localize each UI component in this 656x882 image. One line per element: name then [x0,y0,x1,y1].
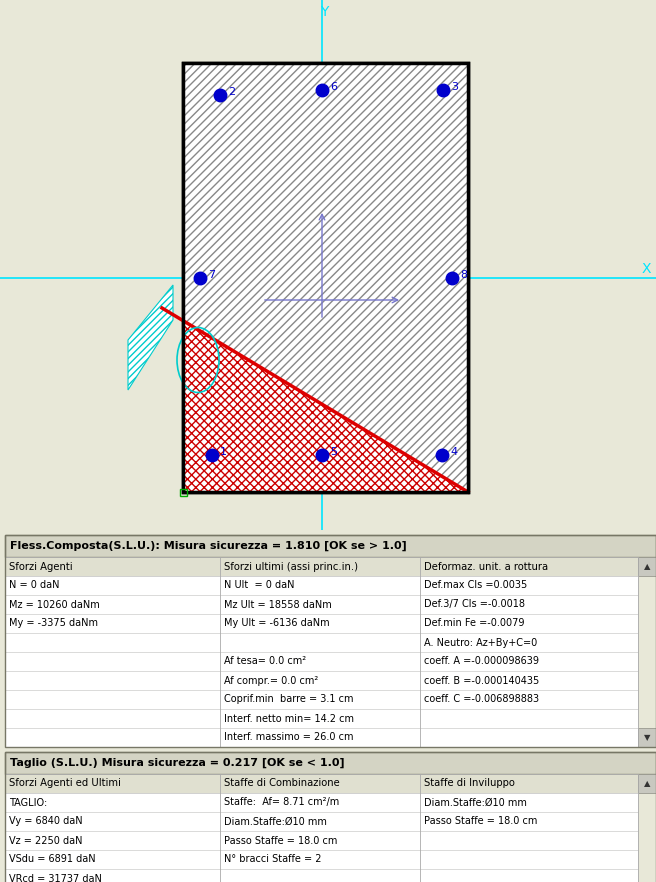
Text: 1: 1 [220,447,227,457]
Text: B: B [327,292,334,302]
Text: Mz = 10260 daNm: Mz = 10260 daNm [9,600,100,609]
Text: y: y [325,195,332,205]
Text: 3: 3 [451,82,458,92]
Polygon shape [183,63,468,492]
Bar [5,850,638,869]
Text: Sforzi Agenti ed Ultimi: Sforzi Agenti ed Ultimi [9,779,121,789]
Text: Staffe di Inviluppo: Staffe di Inviluppo [424,779,515,789]
Text: 2: 2 [228,87,235,97]
Text: coeff. A =-0.000098639: coeff. A =-0.000098639 [424,656,539,667]
Text: N = 0 daN: N = 0 daN [9,580,60,591]
Bar [5,576,638,595]
Bar [183,63,468,492]
Text: 5: 5 [330,447,337,457]
Text: A. Neutro: Az+By+C=0: A. Neutro: Az+By+C=0 [424,638,537,647]
Text: Coprif.min  barre = 3.1 cm: Coprif.min barre = 3.1 cm [224,694,354,705]
Polygon shape [128,285,173,390]
Text: 4: 4 [450,447,457,457]
Bar [5,690,638,709]
Text: N° bracci Staffe = 2: N° bracci Staffe = 2 [224,855,321,864]
Text: 6: 6 [330,82,337,92]
Text: 7: 7 [208,270,215,280]
Text: Interf. massimo = 26.0 cm: Interf. massimo = 26.0 cm [224,732,354,743]
Text: N Ult  = 0 daN: N Ult = 0 daN [224,580,295,591]
Text: Passo Staffe = 18.0 cm: Passo Staffe = 18.0 cm [424,817,537,826]
Text: Y: Y [320,5,328,19]
Text: Vy = 6840 daN: Vy = 6840 daN [9,817,83,826]
Text: coeff. B =-0.000140435: coeff. B =-0.000140435 [424,676,539,685]
Bar [5,774,638,793]
Bar [5,831,638,850]
Text: My = -3375 daNm: My = -3375 daNm [9,618,98,629]
Text: z: z [405,295,411,305]
Text: Fless.Composta(S.L.U.): Misura sicurezza = 1.810 [OK se > 1.0]: Fless.Composta(S.L.U.): Misura sicurezza… [10,541,407,551]
Bar [5,728,638,747]
Text: Af tesa= 0.0 cm²: Af tesa= 0.0 cm² [224,656,306,667]
Text: Sforzi ultimi (assi princ.in.): Sforzi ultimi (assi princ.in.) [224,562,358,572]
Bar [5,652,638,671]
Text: Def.min Fe =-0.0079: Def.min Fe =-0.0079 [424,618,525,629]
Text: Diam.Staffe:Ø10 mm: Diam.Staffe:Ø10 mm [424,797,527,808]
Bar [5,557,638,576]
Bar [180,489,187,496]
Bar [5,535,656,747]
Text: Interf. netto min= 14.2 cm: Interf. netto min= 14.2 cm [224,714,354,723]
Bar [5,812,638,831]
Text: X: X [642,262,651,276]
Bar [5,614,638,633]
Text: My Ult = -6136 daNm: My Ult = -6136 daNm [224,618,329,629]
Text: ▲: ▲ [644,779,650,788]
Text: Def.3/7 Cls =-0.0018: Def.3/7 Cls =-0.0018 [424,600,525,609]
Bar [5,671,638,690]
Text: VRcd = 31737 daN: VRcd = 31737 daN [9,873,102,882]
Text: Staffe di Combinazione: Staffe di Combinazione [224,779,340,789]
Bar [638,728,656,747]
Bar [5,869,638,882]
Text: TAGLIO:: TAGLIO: [9,797,47,808]
Bar [5,793,638,812]
Text: Vz = 2250 daN: Vz = 2250 daN [9,835,83,846]
Text: Mz Ult = 18558 daNm: Mz Ult = 18558 daNm [224,600,332,609]
Text: Def.max Cls =0.0035: Def.max Cls =0.0035 [424,580,527,591]
Text: Deformaz. unit. a rottura: Deformaz. unit. a rottura [424,562,548,572]
Text: ▲: ▲ [644,562,650,571]
Bar [183,63,468,492]
Bar [638,557,656,576]
Text: 8: 8 [460,270,467,280]
Text: Sforzi Agenti: Sforzi Agenti [9,562,73,572]
Bar [5,752,656,774]
Bar [5,595,638,614]
Text: VSdu = 6891 daN: VSdu = 6891 daN [9,855,96,864]
Text: Af compr.= 0.0 cm²: Af compr.= 0.0 cm² [224,676,318,685]
Bar [5,535,656,557]
Bar [5,709,638,728]
Text: Staffe:  Af= 8.71 cm²/m: Staffe: Af= 8.71 cm²/m [224,797,339,808]
Bar [5,633,638,652]
Text: Taglio (S.L.U.) Misura sicurezza = 0.217 [OK se < 1.0]: Taglio (S.L.U.) Misura sicurezza = 0.217… [10,758,344,768]
Bar [638,774,656,793]
Polygon shape [183,321,468,492]
Bar [5,752,656,882]
Text: coeff. C =-0.006898883: coeff. C =-0.006898883 [424,694,539,705]
Text: ▼: ▼ [644,733,650,742]
Text: Passo Staffe = 18.0 cm: Passo Staffe = 18.0 cm [224,835,337,846]
Text: Diam.Staffe:Ø10 mm: Diam.Staffe:Ø10 mm [224,817,327,826]
